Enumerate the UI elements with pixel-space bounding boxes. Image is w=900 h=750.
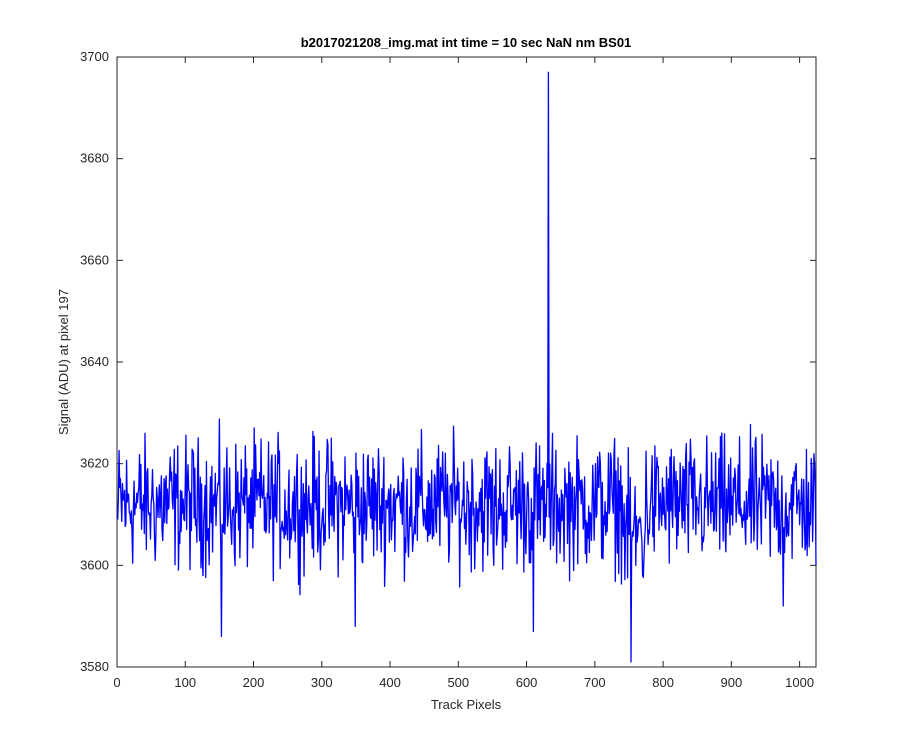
y-axis: 3580 3600 3620 3640 3660 3680 3700 [80,49,816,674]
x-tick-label: 900 [721,675,743,690]
y-tick-label: 3680 [80,151,109,166]
y-tick-label: 3620 [80,456,109,471]
x-tick-label: 100 [174,675,196,690]
y-tick-label: 3640 [80,354,109,369]
x-axis-label: Track Pixels [431,697,502,712]
series-line [117,71,817,663]
x-tick-label: 800 [652,675,674,690]
x-tick-label: 200 [243,675,265,690]
x-tick-label: 700 [584,675,606,690]
x-tick-label: 500 [447,675,469,690]
x-tick-label: 400 [379,675,401,690]
x-tick-label: 1000 [785,675,814,690]
y-axis-label: Signal (ADU) at pixel 197 [56,289,71,435]
y-tick-label: 3660 [80,252,109,267]
chart-title: b2017021208_img.mat int time = 10 sec Na… [301,35,632,50]
plot-frame [116,56,817,668]
x-axis: 0 100 200 300 400 500 600 700 800 900 1000 [113,57,814,690]
y-tick-label: 3700 [80,49,109,64]
x-tick-label: 0 [113,675,120,690]
x-tick-label: 600 [516,675,538,690]
x-tick-label: 300 [311,675,333,690]
y-tick-label: 3580 [80,659,109,674]
y-tick-label: 3600 [80,557,109,572]
